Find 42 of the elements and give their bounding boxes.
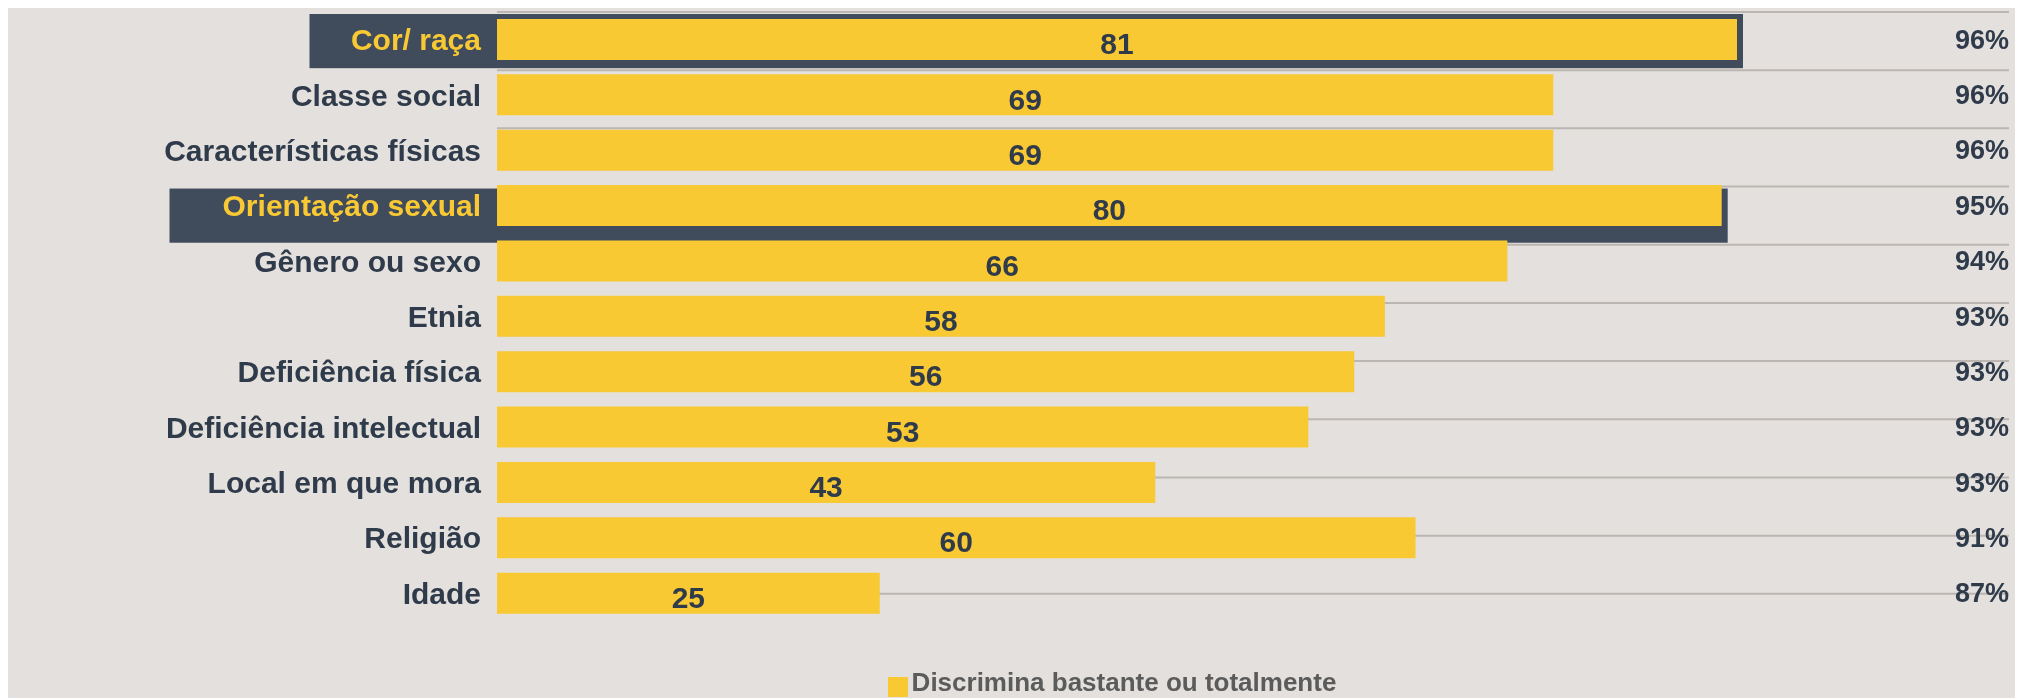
bar [497,351,1355,393]
bar [497,74,1554,116]
data-label: 80 [1092,193,1127,227]
text: 93% [1954,412,2009,443]
text: 95% [1954,190,2009,221]
legend-label: Discrimina bastante ou totalmente [911,667,1337,697]
data-label: 60 [939,525,973,559]
text: 93% [1954,467,2009,498]
y-tick-label: Gênero ou sexo [254,244,481,278]
data-label: 66 [985,248,1019,282]
y-tick-label: Etnia [407,300,482,333]
y-tick-label: Local em que mora [207,466,482,500]
bar [497,517,1416,559]
y-tick-label: Cor/ raça [350,23,482,57]
data-label: 69 [1008,82,1042,116]
y-tick-label: Características físicas [164,133,481,167]
text: 87% [1954,578,2009,609]
y-tick-label: Religião [364,521,481,555]
y-tick-label: Deficiência intelectual [165,410,481,444]
bar [497,406,1309,448]
data-label: 56 [908,359,943,393]
text: 93% [1954,356,2009,387]
data-label: 43 [809,470,843,504]
y-tick-label: Deficiência física [237,355,482,389]
text: 96% [1954,80,2009,111]
data-label: 81 [1100,27,1134,61]
text: 93% [1954,301,2009,332]
text: 96% [1954,135,2009,166]
text: 94% [1954,246,2009,277]
text: 91% [1954,522,2009,553]
y-tick-label: Classe social [290,78,481,112]
bar [497,129,1554,171]
data-label: 25 [671,580,706,614]
y-tick-label: Orientação sexual [222,189,481,223]
y-tick-label: Idade [402,576,481,610]
text: 96% [1954,24,2009,55]
data-label: 58 [924,303,958,337]
data-label: 69 [1008,137,1042,171]
data-label: 53 [885,414,920,448]
bar [497,461,1156,503]
bar [497,572,880,614]
bar [497,295,1385,337]
